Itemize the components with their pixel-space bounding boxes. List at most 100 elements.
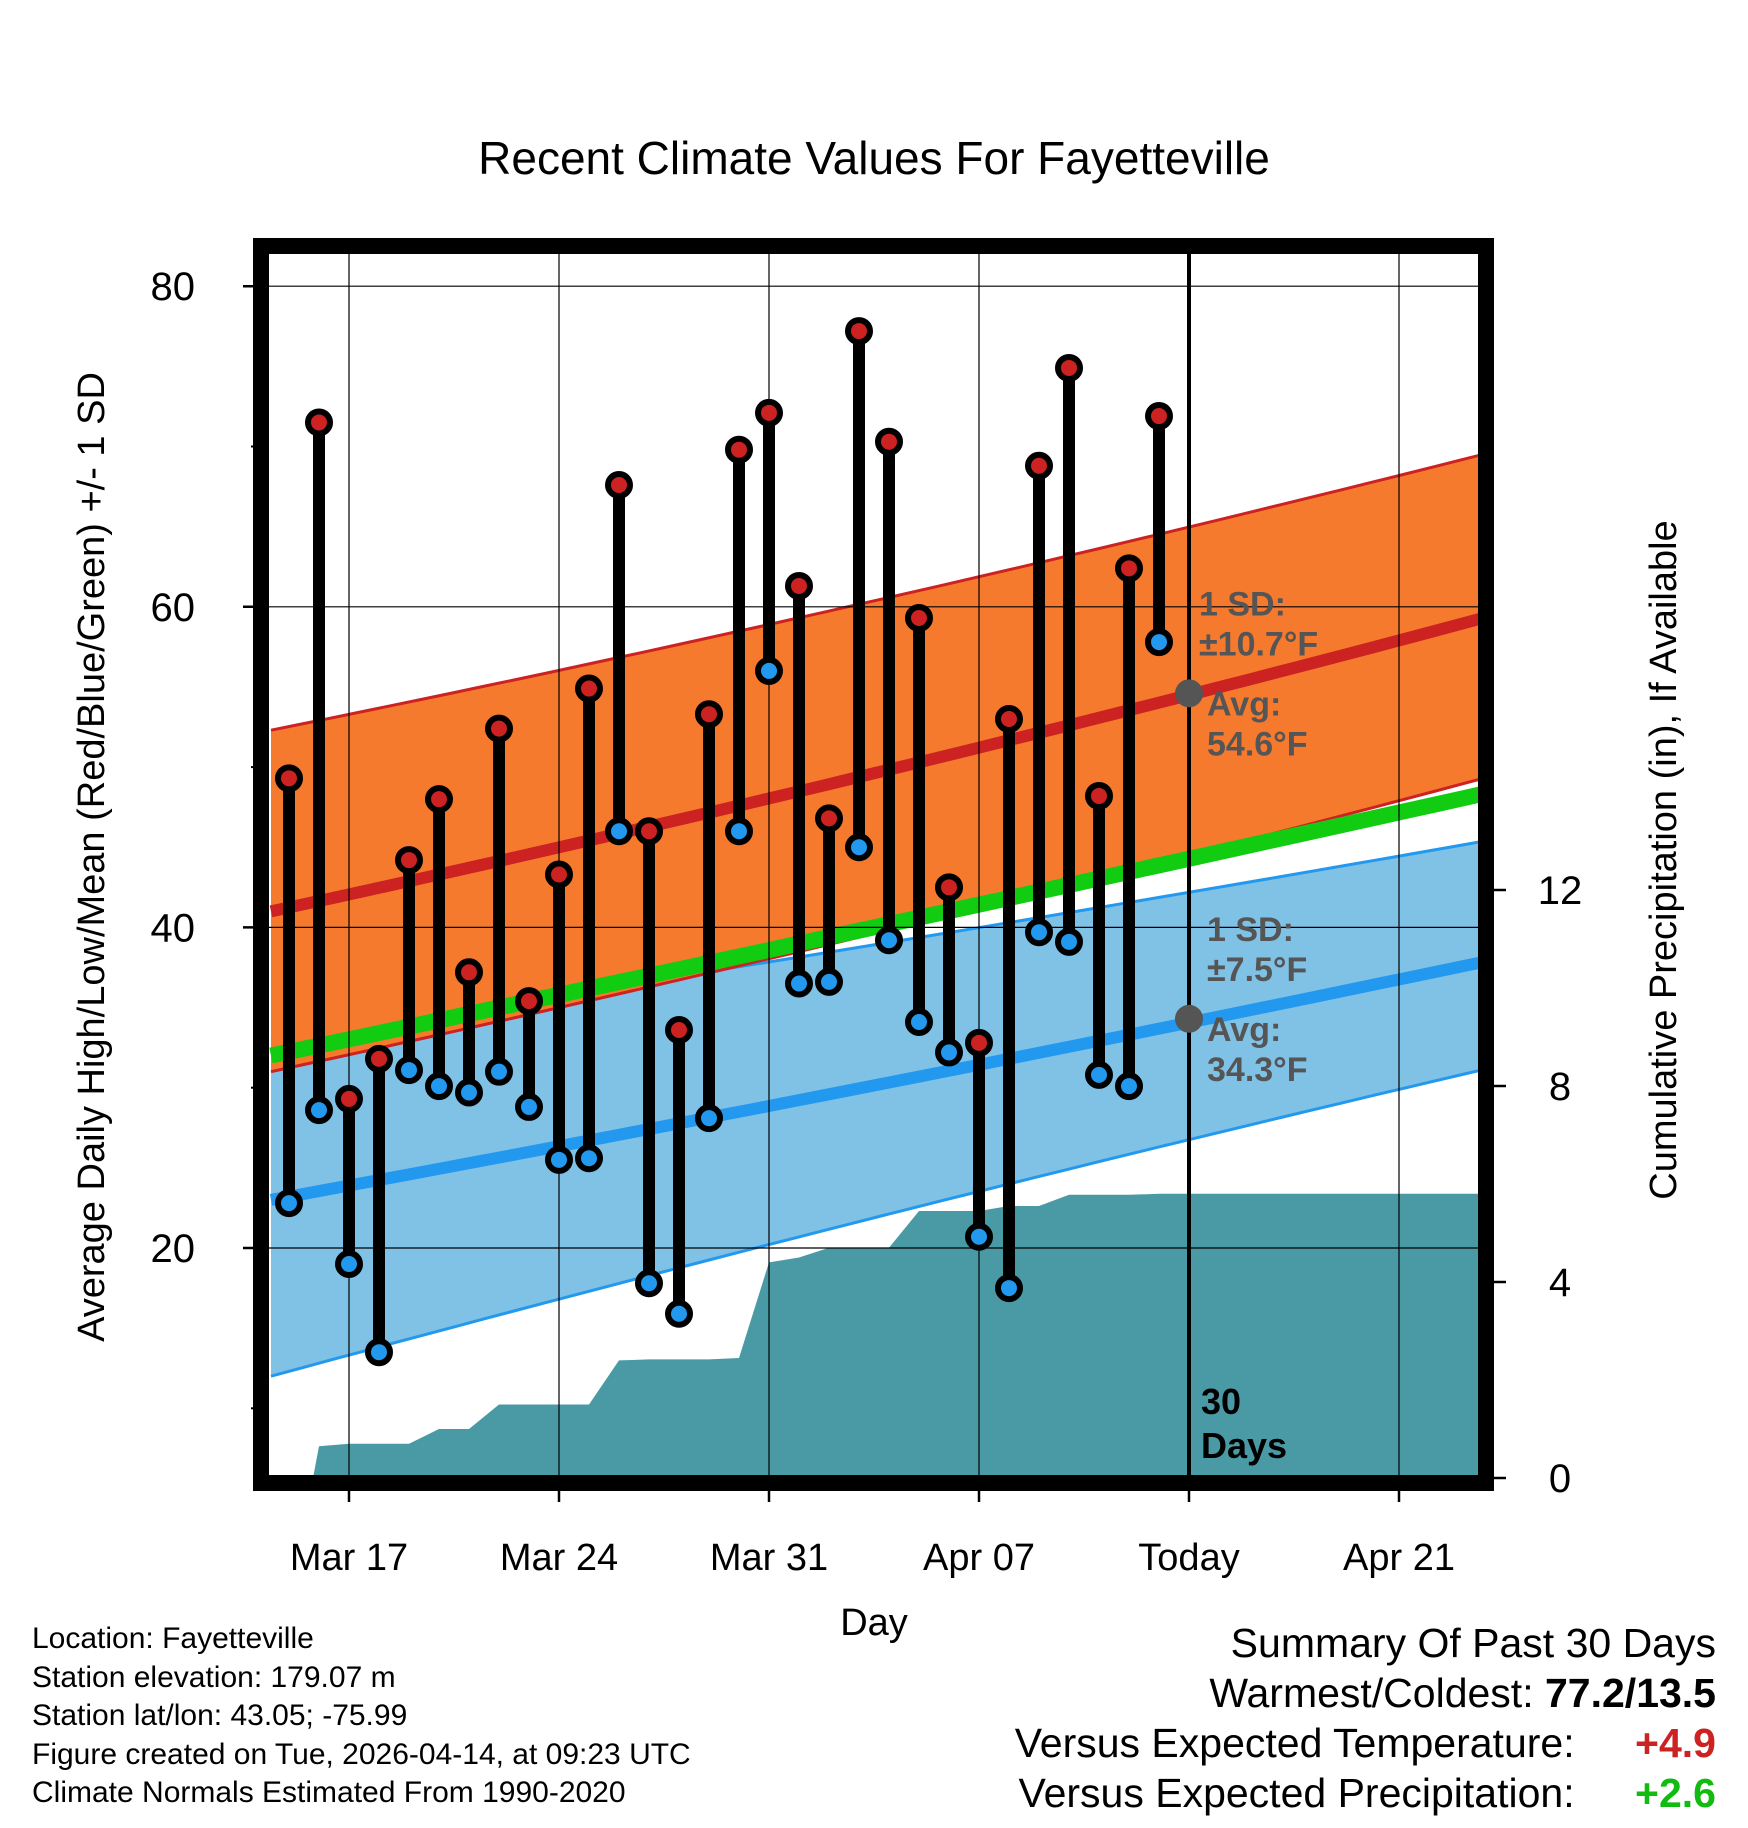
daily-low-point [875, 926, 903, 955]
daily-high-point [305, 408, 333, 437]
today-days-label: 30 Days [1201, 1381, 1287, 1466]
summary-precip-value: +2.6 [1635, 1770, 1716, 1816]
low-avg-annotation: Avg: 34.3°F [1207, 1011, 1308, 1089]
daily-low-point [305, 1096, 333, 1125]
daily-low-point [1055, 927, 1083, 956]
daily-low-point [515, 1092, 543, 1121]
daily-low-point [395, 1056, 423, 1085]
daily-high-point [605, 470, 633, 499]
daily-high-point [785, 571, 813, 600]
daily-low-point [845, 833, 873, 862]
daily-high-point [755, 398, 783, 427]
daily-low-point [1085, 1060, 1113, 1089]
summary-precip-row: Versus Expected Precipitation: +2.6 [1015, 1768, 1717, 1818]
daily-high-point [545, 860, 573, 889]
summary-temp-label: Versus Expected Temperature: [1014, 1720, 1575, 1766]
normals-text: Climate Normals Estimated From 1990-2020 [32, 1776, 626, 1809]
daily-low-point [1025, 918, 1053, 947]
summary-warmest-label: Warmest/Coldest: [1209, 1670, 1534, 1716]
daily-low-point [725, 817, 753, 846]
low-sd-band [271, 842, 1479, 1377]
daily-high-point [1055, 353, 1083, 382]
plot-frame [253, 238, 1494, 1491]
low-sd-annotation: 1 SD: ±7.5°F [1207, 911, 1307, 989]
low-avg-dot [1175, 1004, 1203, 1033]
location-text: Location: Fayetteville [32, 1622, 314, 1655]
daily-low-point [755, 656, 783, 685]
daily-low-point [1145, 628, 1173, 657]
y2-tick-label: 0 [1549, 1457, 1571, 1501]
y2-tick-label: 12 [1538, 869, 1583, 913]
y-tick-label: 40 [151, 906, 196, 950]
y-tick-label: 80 [151, 265, 196, 309]
daily-low-point [965, 1222, 993, 1251]
low-avg-annotation-line: 34.3°F [1207, 1051, 1308, 1089]
y-axis-label: Average Daily High/Low/Mean (Red/Blue/Gr… [71, 372, 113, 1342]
high-sd-annotation-line: 1 SD: [1199, 585, 1286, 623]
daily-high-point [365, 1044, 393, 1073]
daily-high-point [995, 705, 1023, 734]
low-sd-annotation-line: ±7.5°F [1207, 951, 1307, 989]
summary-warmest-value: 77.2/13.5 [1545, 1670, 1716, 1716]
y-tick-label: 60 [151, 586, 196, 630]
daily-high-point [275, 764, 303, 793]
summary-heading: Summary Of Past 30 Days [1230, 1620, 1716, 1666]
daily-high-point [515, 987, 543, 1016]
low-sd-lower-line [270, 1069, 1479, 1378]
daily-low-point [635, 1269, 663, 1298]
summary-precip-label: Versus Expected Precipitation: [1018, 1770, 1575, 1816]
daily-low-point [425, 1072, 453, 1101]
daily-low-point [905, 1007, 933, 1036]
daily-high-point [695, 700, 723, 729]
x-tick-label: Mar 31 [710, 1537, 828, 1579]
daily-low-point [575, 1144, 603, 1173]
station-info: Location: Fayetteville Station elevation… [32, 1620, 691, 1813]
daily-high-point [335, 1084, 363, 1113]
daily-high-point [455, 958, 483, 987]
daily-high-point [1085, 781, 1113, 810]
high-sd-band [271, 455, 1479, 1072]
daily-low-point [935, 1038, 963, 1067]
daily-low-point [695, 1104, 723, 1133]
daily-low-point [455, 1078, 483, 1107]
y2-axis-label: Cumulative Precipitation (in), If Availa… [1643, 520, 1685, 1199]
x-axis-label: Day [840, 1602, 908, 1644]
daily-high-point [815, 804, 843, 833]
daily-high-point [575, 674, 603, 703]
high-avg-annotation: Avg: 54.6°F [1207, 685, 1308, 763]
high-sd-annotation-line: ±10.7°F [1199, 625, 1318, 663]
x-tick-label: Apr 07 [923, 1537, 1035, 1579]
daily-low-point [335, 1250, 363, 1279]
daily-high-point [845, 317, 873, 346]
chart-title: Recent Climate Values For Fayetteville [478, 132, 1270, 184]
high-sd-annotation: 1 SD: ±10.7°F [1199, 585, 1318, 663]
high-avg-annotation-line: Avg: [1207, 685, 1281, 723]
daily-low-point [665, 1299, 693, 1328]
daily-low-point [365, 1338, 393, 1367]
daily-low-point [275, 1189, 303, 1218]
low-avg-annotation-line: Avg: [1207, 1011, 1281, 1049]
high-avg-dot [1175, 679, 1203, 708]
today-days-label-line: 30 [1201, 1381, 1241, 1422]
daily-low-point [485, 1057, 513, 1086]
summary-warmest-row: Warmest/Coldest: 77.2/13.5 [1015, 1668, 1716, 1718]
y2-tick-label: 4 [1549, 1261, 1571, 1305]
daily-high-point [1115, 554, 1143, 583]
daily-high-point [485, 714, 513, 743]
daily-high-point [965, 1028, 993, 1057]
daily-high-point [665, 1015, 693, 1044]
daily-low-point [785, 969, 813, 998]
daily-high-point [1025, 451, 1053, 480]
daily-low-point [545, 1145, 573, 1174]
x-tick-label: Mar 24 [500, 1537, 618, 1579]
daily-low-point [1115, 1072, 1143, 1101]
summary-temp-row: Versus Expected Temperature: +4.9 [1015, 1718, 1716, 1768]
daily-high-point [635, 817, 663, 846]
daily-high-point [725, 435, 753, 464]
daily-high-point [935, 873, 963, 902]
y-tick-label: 20 [151, 1227, 196, 1271]
x-tick-label: Mar 17 [290, 1537, 408, 1579]
